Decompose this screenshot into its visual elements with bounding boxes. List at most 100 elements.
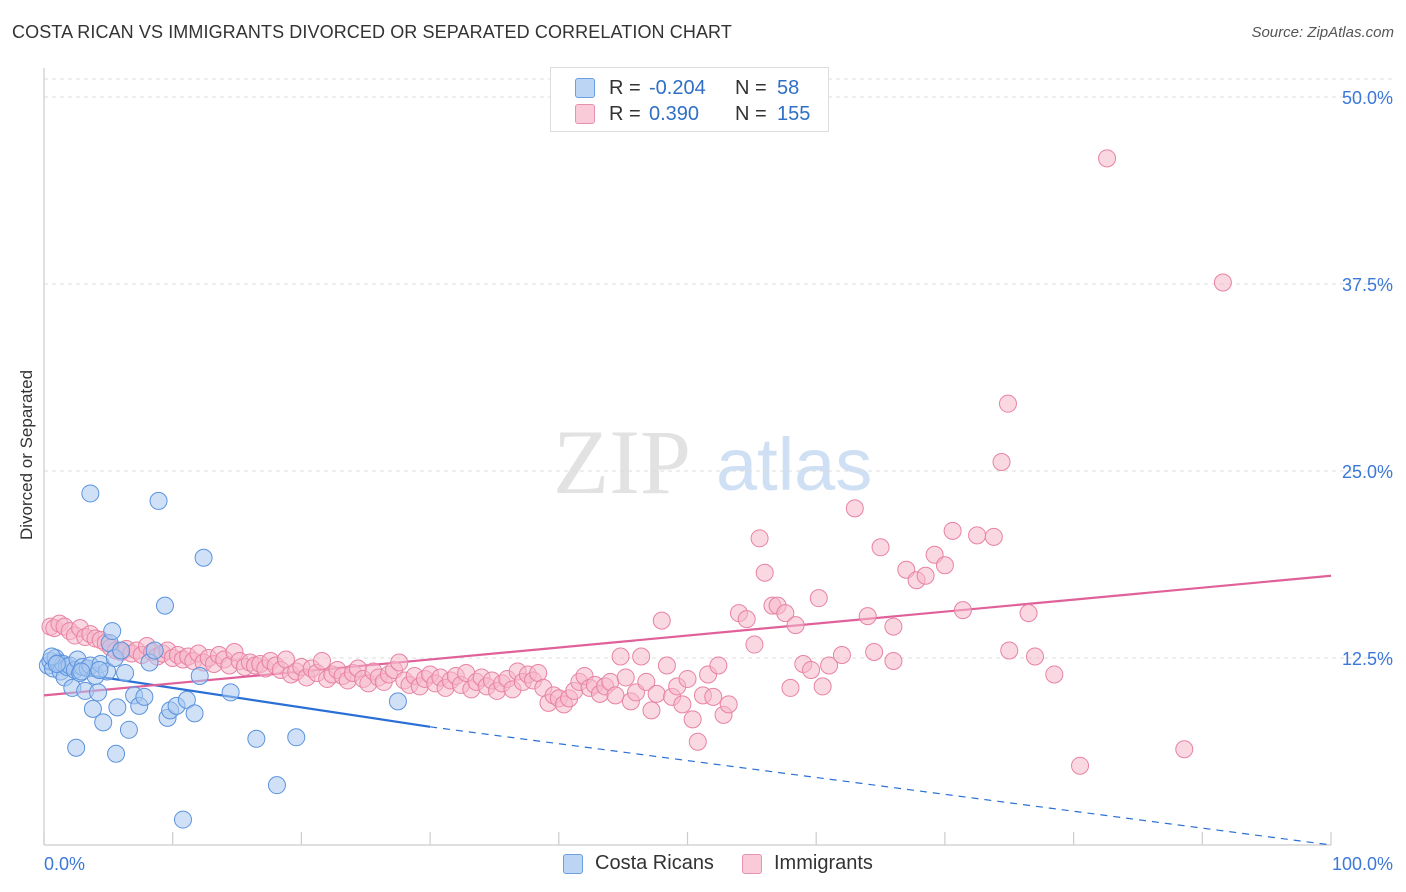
series-legend: Costa Ricans Immigrants: [0, 852, 1406, 878]
immigrant-trendline: [43, 574, 1332, 697]
immigrant-point: [709, 656, 728, 675]
costa-rican-point: [247, 729, 266, 748]
correlation-legend: R = -0.204 N = 58 R = 0.390 N = 155: [550, 67, 829, 132]
legend-swatch-blue: [563, 853, 583, 874]
costa-rican-trendline-extension: [430, 726, 1332, 846]
immigrant-point: [647, 684, 666, 703]
costa-rican-point: [388, 692, 407, 711]
immigrant-point: [683, 710, 702, 729]
x-tick-label-min: 0.0%: [44, 854, 85, 874]
immigrant-point: [992, 453, 1011, 472]
data-points: [38, 149, 1232, 829]
costa-rican-point: [135, 687, 154, 706]
costa-rican-point: [173, 810, 192, 829]
immigrant-point: [390, 653, 409, 672]
legend-r-value: -0.204: [649, 76, 706, 99]
y-tick-label: 37.5%: [1342, 275, 1393, 295]
costa-rican-point: [67, 738, 86, 757]
costa-rican-point: [177, 690, 196, 709]
legend-item-immigrants[interactable]: Immigrants: [742, 852, 873, 875]
watermark-zip: ZIP: [553, 411, 691, 513]
immigrant-point: [776, 604, 795, 623]
costa-rican-point: [89, 683, 108, 702]
costa-rican-point: [287, 728, 306, 747]
legend-row-costa-ricans: R = -0.204 N = 58: [575, 76, 817, 100]
immigrant-point: [750, 529, 769, 548]
legend-r-value: 0.390: [649, 102, 700, 125]
immigrant-point: [884, 651, 903, 670]
immigrant-point: [611, 647, 630, 666]
immigrant-point: [1025, 647, 1044, 666]
legend-n-value: 155: [777, 102, 811, 125]
costa-rican-point: [108, 698, 127, 717]
costa-rican-point: [185, 704, 204, 723]
immigrant-point: [943, 521, 962, 540]
immigrant-point: [632, 647, 651, 666]
costa-rican-point: [155, 596, 174, 615]
tick-labels: 12.5% 25.0% 37.5% 50.0% 0.0% 100.0%: [44, 88, 1393, 874]
legend-r-label: R =: [609, 102, 641, 125]
costa-rican-point: [194, 548, 213, 567]
immigrant-point: [845, 499, 864, 518]
axes: [43, 68, 1332, 846]
immigrant-point: [1000, 641, 1019, 660]
costa-rican-point: [119, 720, 138, 739]
immigrant-point: [916, 566, 935, 585]
costa-rican-point: [83, 699, 102, 718]
legend-r-label: R =: [609, 76, 641, 99]
immigrant-point: [755, 563, 774, 582]
immigrant-point: [809, 589, 828, 608]
immigrant-point: [884, 617, 903, 636]
costa-rican-point: [47, 654, 66, 673]
immigrant-point: [781, 678, 800, 697]
immigrant-point: [871, 538, 890, 557]
immigrant-point: [832, 646, 851, 665]
gridlines: [44, 78, 1393, 659]
immigrant-point: [786, 616, 805, 635]
costa-rican-point: [94, 713, 113, 732]
immigrant-point: [813, 677, 832, 696]
immigrant-point: [688, 732, 707, 751]
immigrant-point: [704, 687, 723, 706]
legend-swatch-blue: [575, 78, 595, 98]
legend-swatch-pink: [575, 104, 595, 124]
costa-rican-point: [72, 662, 91, 681]
immigrant-point: [998, 394, 1017, 413]
costa-rican-point: [103, 622, 122, 641]
immigrant-point: [1071, 756, 1090, 775]
immigrant-point: [529, 663, 548, 682]
immigrant-point: [1213, 273, 1232, 292]
legend-n-label: N =: [735, 76, 767, 99]
immigrant-point: [820, 656, 839, 675]
legend-label-costa-ricans: Costa Ricans: [595, 852, 714, 874]
immigrant-point: [1175, 740, 1194, 759]
costa-rican-point: [81, 484, 100, 503]
immigrant-point: [1098, 149, 1117, 168]
immigrant-point: [312, 651, 331, 670]
immigrant-point: [968, 526, 987, 545]
immigrant-point: [606, 686, 625, 705]
immigrant-point: [616, 668, 635, 687]
watermark-atlas: atlas: [716, 423, 872, 506]
costa-rican-point: [149, 491, 168, 510]
immigrant-point: [858, 607, 877, 626]
legend-n-value: 58: [777, 76, 800, 99]
costa-rican-point: [267, 776, 286, 795]
immigrant-point: [745, 635, 764, 654]
y-tick-label: 25.0%: [1342, 462, 1393, 482]
costa-rican-point: [116, 663, 135, 682]
immigrant-point: [953, 601, 972, 620]
immigrant-point: [984, 527, 1003, 546]
immigrant-point: [652, 611, 671, 630]
legend-item-costa-ricans[interactable]: Costa Ricans: [563, 852, 714, 875]
legend-label-immigrants: Immigrants: [774, 852, 873, 874]
immigrant-point: [865, 643, 884, 662]
legend-n-label: N =: [735, 102, 767, 125]
watermark: ZIP atlas: [553, 411, 872, 513]
immigrant-point: [1019, 604, 1038, 623]
immigrant-point: [935, 556, 954, 575]
immigrant-point: [673, 695, 692, 714]
costa-rican-point: [221, 683, 240, 702]
source-note: Source: ZipAtlas.com: [1251, 24, 1394, 41]
